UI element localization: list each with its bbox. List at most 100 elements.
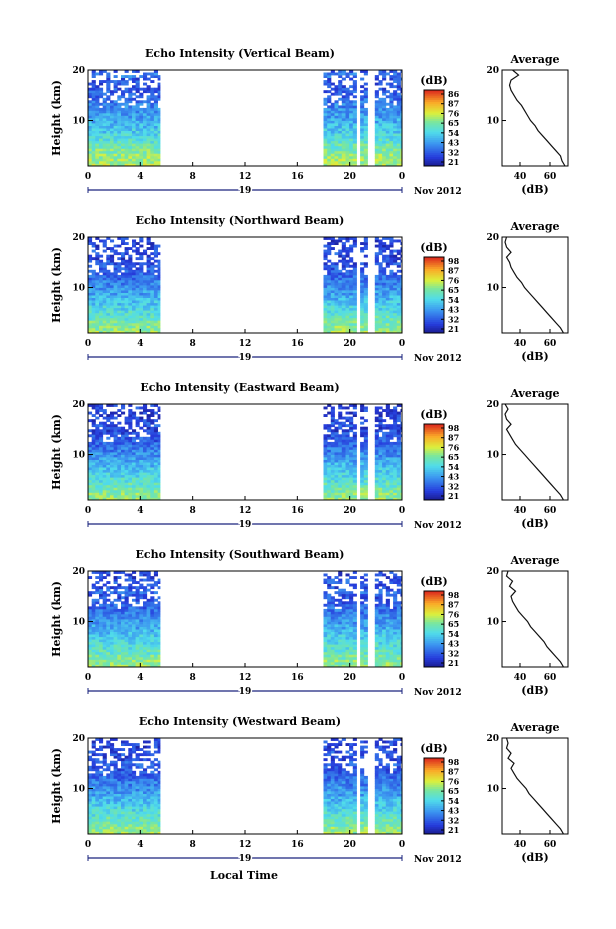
- heatmap-cell: [121, 634, 126, 638]
- heatmap-cell: [396, 477, 401, 481]
- heatmap-cell: [327, 279, 332, 283]
- heatmap-cell: [121, 279, 126, 283]
- heatmap-cell: [128, 484, 133, 488]
- heatmap-cell: [106, 320, 111, 324]
- heatmap-cell: [389, 92, 394, 96]
- heatmap-cell: [102, 631, 107, 635]
- heatmap-cell: [132, 128, 137, 131]
- heatmap-cell: [153, 120, 158, 124]
- heatmap-cell: [327, 469, 332, 473]
- heatmap-cell: [143, 307, 148, 311]
- heatmap-cell: [349, 576, 354, 579]
- heatmap-cell: [389, 409, 394, 412]
- heatmap-cell: [143, 606, 148, 610]
- heatmap-cell: [143, 651, 148, 655]
- heatmap-cell: [139, 302, 144, 306]
- heatmap-cell: [95, 436, 100, 440]
- heatmap-cell: [124, 601, 129, 605]
- heatmap-cell: [330, 661, 335, 665]
- heatmap-cell: [382, 72, 387, 76]
- heatmap-cell: [327, 75, 332, 78]
- heatmap-cell: [106, 641, 111, 645]
- heatmap-cell: [128, 411, 133, 415]
- heatmap-cell: [143, 409, 148, 412]
- heatmap-cell: [113, 118, 118, 121]
- heatmap-cell: [121, 163, 126, 167]
- heatmap-cell: [117, 467, 122, 471]
- heatmap-cell: [106, 269, 111, 273]
- heatmap-cell: [327, 158, 332, 162]
- heatmap-cell: [150, 414, 155, 417]
- heatmap-cell: [135, 320, 140, 324]
- heatmap-cell: [99, 649, 104, 653]
- colorbar-band: [424, 298, 444, 302]
- heatmap-cell: [143, 140, 148, 144]
- heatmap-cell: [124, 107, 129, 111]
- heatmap-cell: [334, 591, 339, 595]
- heatmap-cell: [341, 661, 346, 665]
- heatmap-cell: [150, 411, 155, 415]
- heatmap-cell: [341, 158, 346, 162]
- heatmap-cell: [153, 75, 158, 78]
- x-tick-label: 12: [239, 506, 252, 516]
- heatmap-cell: [121, 135, 126, 139]
- heatmap-cell: [95, 497, 100, 501]
- heatmap-cell: [139, 426, 144, 430]
- colorbar-band: [424, 325, 444, 328]
- heatmap-cell: [374, 484, 379, 488]
- heatmap-cell: [139, 269, 144, 273]
- heatmap-cell: [378, 160, 383, 164]
- heatmap-cell: [146, 576, 151, 579]
- heatmap-cell: [396, 305, 401, 309]
- heatmap-cell: [150, 97, 155, 101]
- heatmap-cell: [323, 249, 328, 253]
- heatmap-cell: [327, 489, 332, 493]
- heatmap-cell: [349, 664, 354, 668]
- heatmap-cell: [121, 656, 126, 660]
- heatmap-cell: [139, 140, 144, 144]
- heatmap-cell: [153, 325, 158, 329]
- heatmap-cell: [106, 327, 111, 331]
- heatmap-cell: [363, 145, 368, 149]
- heatmap-cell: [393, 459, 398, 463]
- heatmap-cell: [95, 611, 100, 615]
- heatmap-cell: [360, 279, 365, 283]
- heatmap-cell: [352, 143, 357, 147]
- colorbar-band: [424, 488, 444, 491]
- heatmap-cell: [385, 244, 390, 248]
- heatmap-cell: [91, 317, 96, 321]
- heatmap-cell: [132, 325, 137, 329]
- colorbar-band: [424, 295, 444, 298]
- heatmap-cell: [396, 143, 401, 147]
- heatmap-cell: [143, 125, 148, 129]
- heatmap-cell: [389, 320, 394, 324]
- heatmap-cell: [135, 654, 140, 658]
- heatmap-cell: [396, 310, 401, 314]
- heatmap-cell: [102, 583, 107, 587]
- heatmap-cell: [345, 138, 350, 142]
- heatmap-cell: [106, 237, 111, 240]
- heatmap-cell: [385, 459, 390, 463]
- heatmap-cell: [150, 153, 155, 157]
- heatmap-cell: [389, 155, 394, 159]
- heatmap-cell: [393, 279, 398, 283]
- heatmap-cell: [341, 474, 346, 478]
- heatmap-cell: [135, 322, 140, 326]
- heatmap-cell: [88, 110, 93, 114]
- heatmap-cell: [157, 287, 161, 291]
- heatmap-cell: [393, 274, 398, 278]
- heatmap-cell: [374, 419, 379, 423]
- heatmap-cell: [88, 105, 93, 109]
- heatmap-cell: [349, 489, 354, 493]
- heatmap-cell: [382, 462, 387, 465]
- heatmap-cell: [113, 325, 118, 329]
- heatmap-cell: [153, 424, 158, 428]
- heatmap-cell: [393, 125, 398, 129]
- heatmap-cell: [146, 621, 151, 625]
- heatmap-cell: [113, 282, 118, 286]
- heatmap-cell: [128, 295, 133, 298]
- heatmap-cell: [330, 654, 335, 658]
- heatmap-cell: [345, 160, 350, 164]
- heatmap-cell: [128, 125, 133, 129]
- heatmap-cell: [146, 267, 151, 271]
